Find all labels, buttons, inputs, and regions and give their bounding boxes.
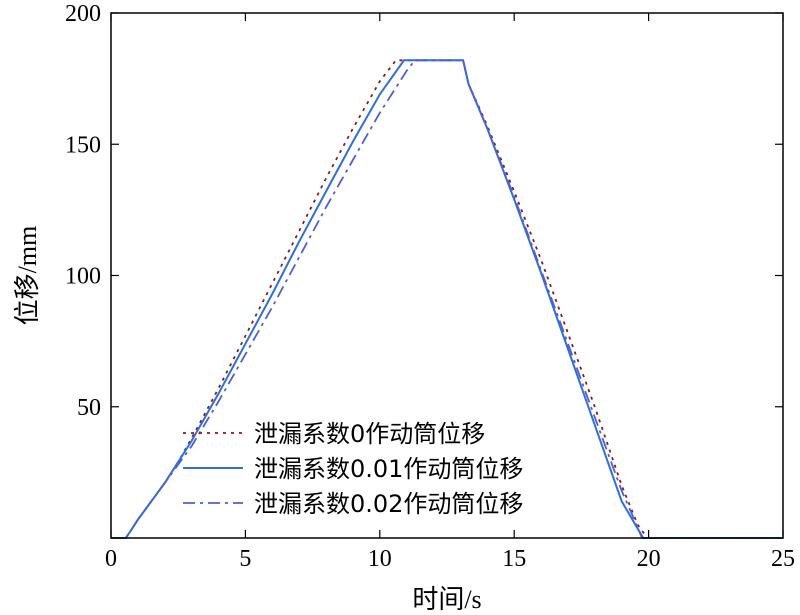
- y-tick-label: 50: [77, 395, 101, 421]
- y-tick-label: 100: [65, 264, 101, 290]
- x-tick-label: 15: [502, 546, 526, 572]
- series-layer: [111, 59, 783, 539]
- y-axis-label: 位移/mm: [13, 226, 42, 326]
- series-line-3: [111, 59, 783, 539]
- x-tick-label: 10: [368, 546, 392, 572]
- y-tick-label: 200: [65, 1, 101, 27]
- legend-entry-2: 泄漏系数0.01作动筒位移: [254, 455, 523, 483]
- series-line-1: [111, 59, 783, 539]
- x-tick-label: 5: [239, 546, 251, 572]
- y-tick-label: 150: [65, 132, 101, 158]
- legend-entry-3: 泄漏系数0.02作动筒位移: [254, 490, 523, 518]
- x-axis-label: 时间/s: [412, 585, 481, 614]
- x-tick-label: 0: [105, 546, 117, 572]
- ticks-layer: 0 5 10 15 20 25 50 100 150 200: [65, 1, 795, 572]
- x-tick-label: 20: [637, 546, 661, 572]
- x-tick-label: 25: [771, 546, 795, 572]
- series-line-2: [111, 59, 783, 539]
- legend-entry-1: 泄漏系数0作动筒位移: [254, 420, 485, 448]
